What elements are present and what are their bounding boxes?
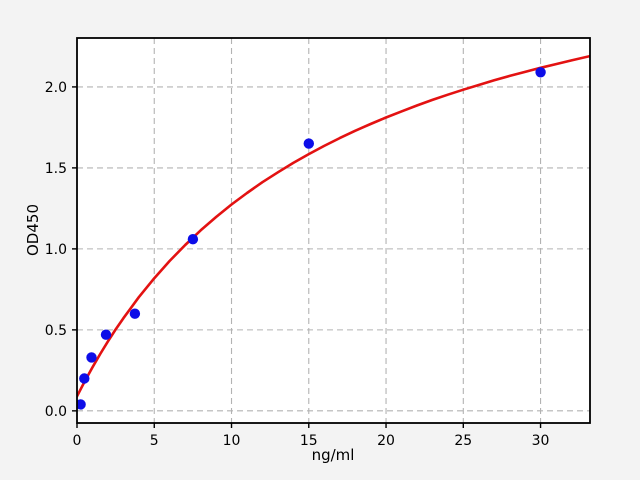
fit-curve-line	[77, 54, 590, 398]
y-tick-label: 1.5	[45, 161, 67, 177]
y-tick-label: 2.0	[45, 80, 67, 96]
x-tick-label: 20	[377, 433, 395, 449]
axes-spines	[76, 37, 591, 424]
y-tick-label: 1.0	[45, 242, 67, 258]
data-point	[86, 352, 97, 363]
x-axis-label: ng/ml	[312, 446, 355, 464]
x-tick-label: 5	[150, 433, 159, 449]
y-tick-label: 0.0	[45, 404, 67, 420]
data-point	[129, 308, 141, 319]
axis-ticks	[72, 86, 542, 428]
x-tick-label: 10	[223, 433, 241, 449]
data-point	[79, 373, 90, 384]
data-point-layer	[77, 67, 546, 410]
data-point	[535, 67, 546, 78]
axis-tick-labels: 0 5 10 15 20 25 30 0.0 0.5 1.0 1.5 2.0	[45, 80, 550, 449]
x-tick-label: 0	[73, 433, 82, 449]
y-tick-label: 0.5	[45, 323, 67, 339]
y-axis-label: OD450	[24, 204, 42, 256]
plot-area	[77, 38, 590, 423]
data-point	[187, 234, 199, 245]
data-point	[303, 138, 314, 149]
x-tick-label: 30	[532, 433, 550, 449]
x-tick-label: 25	[454, 433, 472, 449]
data-point	[100, 329, 112, 340]
fit-curve-layer	[77, 54, 590, 398]
data-point	[77, 399, 86, 410]
grid-lines	[76, 38, 590, 423]
x-tick-label: 15	[300, 433, 318, 449]
